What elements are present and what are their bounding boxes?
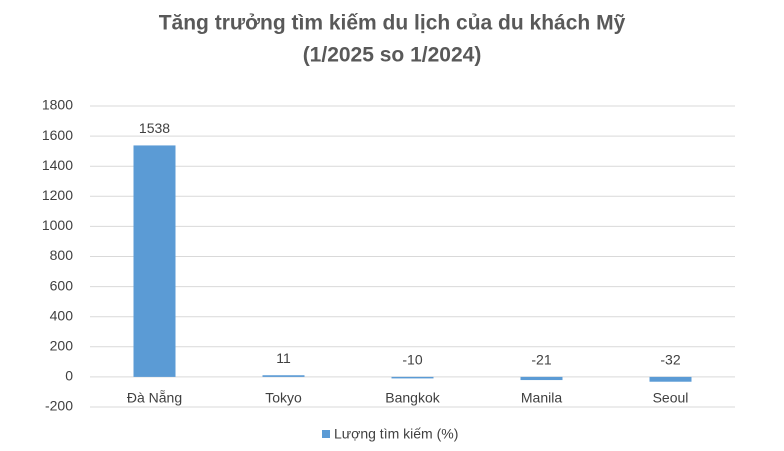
bar [391, 376, 434, 379]
bar [649, 376, 692, 382]
y-tick-label: 400 [50, 307, 74, 323]
y-tick-label: 1600 [42, 127, 73, 143]
y-tick-label: 200 [50, 338, 74, 354]
value-label: 11 [276, 350, 291, 366]
chart-title: Tăng trưởng tìm kiếm du lịch của du khác… [159, 12, 626, 35]
y-tick-label: 1200 [42, 187, 73, 203]
value-label: -10 [402, 352, 422, 368]
bar [520, 376, 563, 381]
bar [133, 145, 176, 377]
x-tick-label: Bangkok [385, 390, 440, 406]
x-tick-label: Manila [521, 390, 562, 406]
y-tick-label: 0 [65, 368, 73, 384]
legend-label: Lượng tìm kiếm (%) [334, 426, 458, 442]
y-tick-label: 800 [50, 247, 74, 263]
y-tick-label: 600 [50, 277, 74, 293]
y-tick-label: -200 [45, 398, 73, 414]
x-tick-label: Tokyo [265, 390, 302, 406]
legend-swatch [322, 430, 330, 438]
x-tick-label: Đà Nẵng [127, 390, 182, 406]
value-label: -32 [660, 352, 680, 368]
value-label: -21 [531, 352, 551, 368]
value-label: 1538 [139, 120, 170, 136]
chart-subtitle: (1/2025 so 1/2024) [303, 44, 482, 67]
y-tick-label: 1800 [42, 97, 73, 113]
y-tick-label: 1000 [42, 217, 73, 233]
y-tick-label: 1400 [42, 157, 73, 173]
bar [262, 375, 305, 377]
x-tick-label: Seoul [653, 390, 689, 406]
